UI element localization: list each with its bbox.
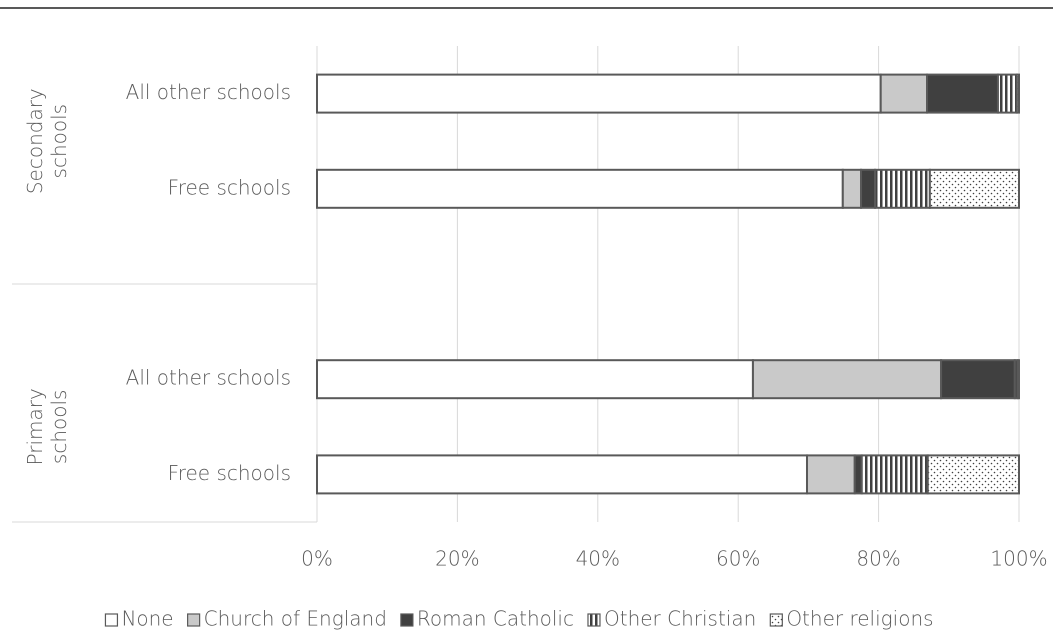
y-tick-label: Free schools	[168, 461, 291, 485]
bar-segment	[860, 454, 929, 495]
y-tick-label: Free schools	[168, 175, 291, 199]
legend-label: Roman Catholic	[417, 607, 574, 631]
x-tick-label: 0%	[301, 547, 333, 571]
bar-segment	[805, 454, 856, 495]
bar-segment	[928, 168, 1021, 209]
bar-segment	[926, 454, 1020, 495]
legend-label: Other religions	[786, 607, 933, 631]
legend-marker	[187, 613, 201, 627]
x-tick-label: 20%	[435, 547, 479, 571]
bar-segment	[874, 168, 931, 209]
x-tick-label: 60%	[716, 547, 760, 571]
legend-label: None	[121, 607, 173, 631]
bar-segment	[926, 73, 999, 114]
y-tick-label: All other schools	[126, 80, 291, 104]
legend-marker	[769, 613, 783, 627]
bar-segment	[316, 454, 808, 495]
bar-segment	[1015, 73, 1020, 114]
bar-segment	[879, 73, 929, 114]
bar-segment	[996, 73, 1018, 114]
bar-segment	[853, 454, 863, 495]
bar-segment	[316, 73, 882, 114]
group-label: Secondaryschools	[23, 88, 71, 194]
legend-label: Other Christian	[604, 607, 756, 631]
legend-marker	[104, 613, 119, 627]
bar-segment	[316, 168, 844, 209]
legend-marker	[400, 613, 414, 627]
x-tick-label: 100%	[990, 547, 1047, 571]
legend-label: Church of England	[204, 607, 387, 631]
bar-segment	[860, 168, 877, 209]
x-tick-label: 40%	[576, 547, 620, 571]
bar-segment	[1016, 359, 1021, 400]
group-label: Primaryschools	[23, 388, 71, 465]
legend: None Church of England Roman Catholic Other…	[104, 607, 934, 631]
bar-segment	[940, 359, 1016, 400]
bar-segment	[316, 359, 754, 400]
x-tick-label: 80%	[856, 547, 900, 571]
legend-marker	[587, 613, 601, 627]
bar-segment	[751, 359, 943, 400]
bar-segment	[841, 168, 863, 209]
y-tick-label: All other schools	[126, 366, 291, 390]
